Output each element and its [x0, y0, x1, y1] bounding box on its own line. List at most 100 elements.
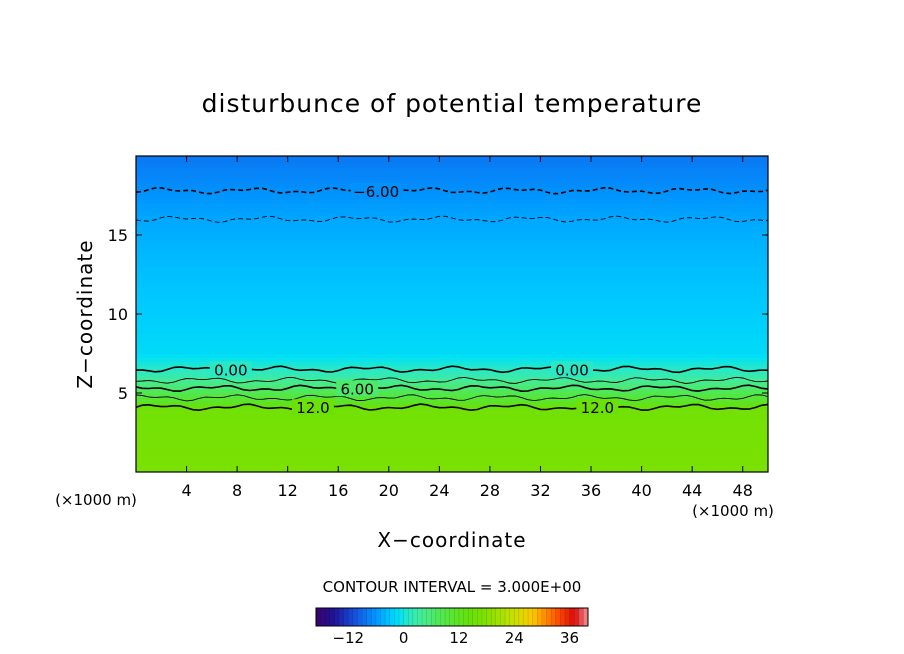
field-band — [136, 455, 768, 461]
field-band — [136, 289, 768, 295]
colorbar-cell — [431, 607, 437, 627]
contour-label-bg — [336, 380, 379, 397]
y-tick-label: 15 — [108, 226, 128, 245]
colorbar-cell — [421, 607, 428, 627]
field-band — [136, 258, 768, 264]
contour-label: 0.00 — [555, 361, 588, 379]
contour-lines — [136, 186, 768, 412]
field-band — [136, 179, 768, 185]
colorbar-cell — [315, 607, 322, 627]
colorbar-cell — [380, 607, 386, 627]
y-axis: 5 10 15 — [108, 226, 768, 403]
field-band — [136, 353, 768, 358]
field-band — [136, 266, 768, 272]
contour-label: 12.0 — [581, 399, 614, 417]
colorbar — [315, 607, 589, 627]
field-band — [136, 167, 768, 173]
colorbar-cell — [320, 607, 326, 627]
colorbar-cell — [509, 607, 515, 627]
colorbar-cell — [486, 607, 492, 627]
colorbar-tick-label: 24 — [505, 629, 524, 647]
contour-label: 6.00 — [340, 380, 373, 398]
field-band — [136, 293, 768, 299]
field-band — [136, 349, 768, 354]
colorbar-cell — [389, 607, 395, 627]
field-band — [136, 206, 768, 212]
chart-title: disturbunce of potential temperature — [202, 89, 703, 118]
field-band — [136, 230, 768, 236]
x-axis: 4 8 12 16 20 24 28 32 36 40 44 48 — [181, 156, 753, 500]
colorbar-cell — [518, 607, 524, 627]
field-band — [136, 277, 768, 283]
field-band — [136, 301, 768, 307]
colorbar-cell — [532, 607, 538, 627]
colorbar-cell — [412, 607, 418, 627]
field-band — [136, 392, 768, 398]
contour-label-bg — [576, 399, 619, 416]
colorbar-cell — [348, 607, 354, 627]
x-tick-label: 28 — [480, 481, 500, 500]
colorbar-cell — [514, 607, 520, 627]
colorbar-cell — [371, 607, 377, 627]
colorbar-cell — [334, 607, 340, 627]
field-band — [136, 400, 768, 406]
colorbar-cell — [403, 607, 409, 627]
y-tick-label: 5 — [118, 384, 128, 403]
field-band — [136, 195, 768, 200]
field-band — [136, 187, 768, 193]
field-band — [136, 372, 768, 378]
colorbar-cell — [394, 607, 400, 627]
colorbar-cell — [495, 607, 501, 627]
field-band — [136, 171, 768, 177]
field-band — [136, 274, 768, 279]
field-band — [136, 226, 768, 232]
field-band — [136, 341, 768, 347]
x-tick-label: 36 — [581, 481, 601, 500]
colorbar-cell — [435, 607, 441, 627]
field-band — [136, 376, 768, 382]
field-band — [136, 250, 768, 256]
colorbar-cell — [560, 607, 566, 627]
contour-line — [136, 394, 768, 402]
contour-label: −6.00 — [353, 183, 399, 201]
contour-line — [136, 215, 768, 223]
field-band — [136, 368, 768, 374]
x-axis-label: X−coordinate — [377, 528, 526, 552]
colorbar-cell — [500, 607, 506, 627]
y-axis-label: Z−coordinate — [73, 239, 97, 388]
x-axis-unit: (×1000 m) — [692, 502, 774, 520]
field-band — [136, 364, 768, 370]
field-band — [136, 313, 768, 319]
field-band — [136, 432, 768, 437]
field-band — [136, 345, 768, 351]
colorbar-cell — [375, 607, 382, 627]
plot-area: 12.0 12.0 6.00 0.00 0.00 −6.00 — [135, 155, 769, 473]
colorbar-cell — [569, 607, 575, 627]
colorbar-cell — [504, 607, 511, 627]
colorbar-cell — [357, 607, 363, 627]
contour-line — [136, 403, 768, 412]
colorbar-cell — [490, 607, 497, 627]
colorbar-cell — [454, 607, 460, 627]
field-band — [136, 384, 768, 390]
field-band — [136, 159, 768, 165]
colorbar-cell — [458, 607, 465, 627]
colorbar-cell — [555, 607, 561, 627]
field-band — [136, 222, 768, 228]
field-band — [136, 218, 768, 224]
field-band — [136, 242, 768, 248]
contour-label-bg — [350, 182, 402, 199]
field-band — [136, 463, 768, 469]
y-tick-label: 10 — [108, 305, 128, 324]
x-tick-label: 20 — [379, 481, 399, 500]
colorbar-cell — [564, 607, 571, 627]
field-band — [136, 317, 768, 323]
colorbar-cell — [398, 607, 405, 627]
field-band — [136, 202, 768, 208]
field-band — [136, 424, 768, 430]
contour-interval-label: CONTOUR INTERVAL = 3.000E+00 — [323, 578, 582, 596]
colorbar-cell — [417, 607, 423, 627]
field-band — [136, 408, 768, 414]
field-band — [136, 198, 768, 204]
